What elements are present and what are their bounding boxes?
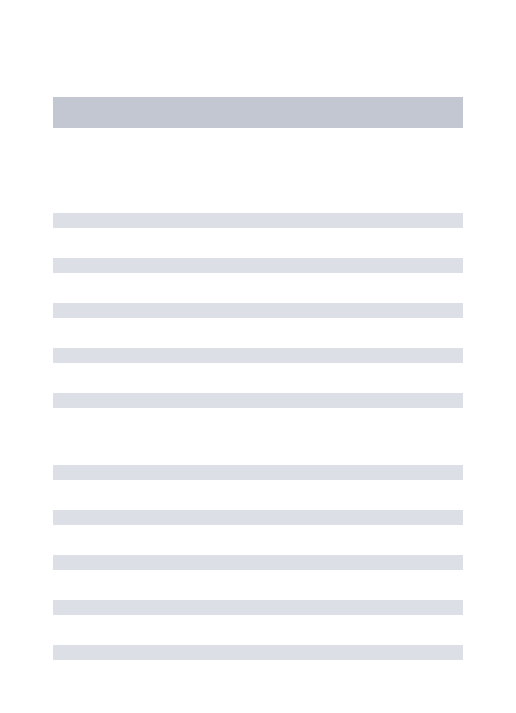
skeleton-container [0,0,516,660]
skeleton-line [53,348,463,363]
skeleton-line [53,213,463,228]
skeleton-line [53,465,463,480]
skeleton-title-bar [53,97,463,128]
skeleton-group [53,213,463,408]
skeleton-line [53,393,463,408]
skeleton-line [53,645,463,660]
skeleton-line [53,258,463,273]
skeleton-line [53,555,463,570]
skeleton-line [53,303,463,318]
skeleton-line [53,600,463,615]
skeleton-line [53,510,463,525]
skeleton-group [53,465,463,660]
